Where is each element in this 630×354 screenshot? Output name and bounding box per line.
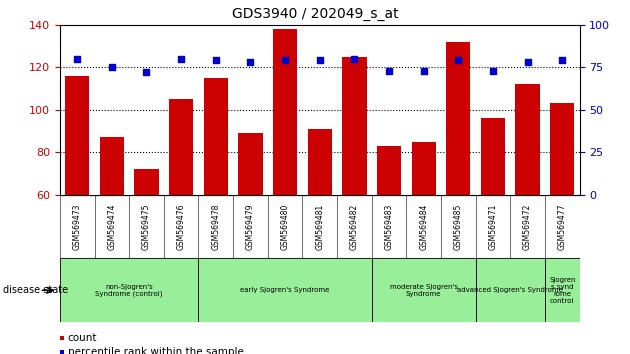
Text: GDS3940 / 202049_s_at: GDS3940 / 202049_s_at: [232, 7, 398, 21]
Text: moderate Sjogren's
Syndrome: moderate Sjogren's Syndrome: [390, 284, 457, 297]
Text: GSM569484: GSM569484: [419, 203, 428, 250]
Bar: [342, 57, 367, 322]
Text: GSM569481: GSM569481: [315, 204, 324, 250]
Text: GSM569472: GSM569472: [523, 203, 532, 250]
Text: GSM569477: GSM569477: [558, 203, 567, 250]
Text: GSM569482: GSM569482: [350, 204, 359, 250]
Point: [245, 59, 255, 65]
Bar: [545, 258, 580, 322]
Point: [418, 68, 428, 74]
Bar: [60, 258, 198, 322]
Bar: [515, 84, 540, 322]
Text: GSM569475: GSM569475: [142, 203, 151, 250]
Text: non-Sjogren's
Syndrome (control): non-Sjogren's Syndrome (control): [95, 284, 163, 297]
Point: [106, 64, 117, 70]
Point: [141, 69, 151, 75]
Text: advanced Sjogren's Syndrome: advanced Sjogren's Syndrome: [457, 287, 563, 293]
Bar: [307, 129, 332, 322]
Text: early Sjogren's Syndrome: early Sjogren's Syndrome: [241, 287, 329, 293]
Bar: [377, 146, 401, 322]
Text: GSM569485: GSM569485: [454, 203, 463, 250]
Text: percentile rank within the sample: percentile rank within the sample: [67, 347, 243, 354]
Text: GSM569473: GSM569473: [72, 203, 82, 250]
Text: GSM569476: GSM569476: [176, 203, 186, 250]
Point: [488, 68, 498, 74]
Text: disease state: disease state: [3, 285, 68, 295]
Bar: [203, 78, 228, 322]
Bar: [134, 169, 159, 322]
Point: [384, 68, 394, 74]
Text: count: count: [67, 333, 97, 343]
Text: Sjogren
s synd
rome
control: Sjogren s synd rome control: [549, 277, 576, 304]
Bar: [198, 258, 372, 322]
Point: [210, 58, 220, 63]
Point: [72, 56, 82, 62]
Text: GSM569483: GSM569483: [384, 203, 394, 250]
Bar: [238, 133, 263, 322]
Bar: [476, 258, 545, 322]
Bar: [100, 137, 124, 322]
Bar: [550, 103, 575, 322]
Point: [557, 58, 567, 63]
Bar: [273, 29, 297, 322]
Bar: [446, 42, 471, 322]
Text: GSM569480: GSM569480: [280, 203, 290, 250]
Bar: [372, 258, 476, 322]
Point: [349, 56, 359, 62]
Bar: [65, 76, 89, 322]
Bar: [481, 118, 505, 322]
Text: GSM569471: GSM569471: [488, 203, 498, 250]
Bar: [169, 99, 193, 322]
Point: [453, 58, 463, 63]
Point: [522, 59, 532, 65]
Point: [314, 58, 325, 63]
Text: GSM569474: GSM569474: [107, 203, 117, 250]
Point: [176, 56, 186, 62]
Text: GSM569478: GSM569478: [211, 203, 220, 250]
Point: [280, 58, 290, 63]
Text: GSM569479: GSM569479: [246, 203, 255, 250]
Bar: [411, 142, 436, 322]
